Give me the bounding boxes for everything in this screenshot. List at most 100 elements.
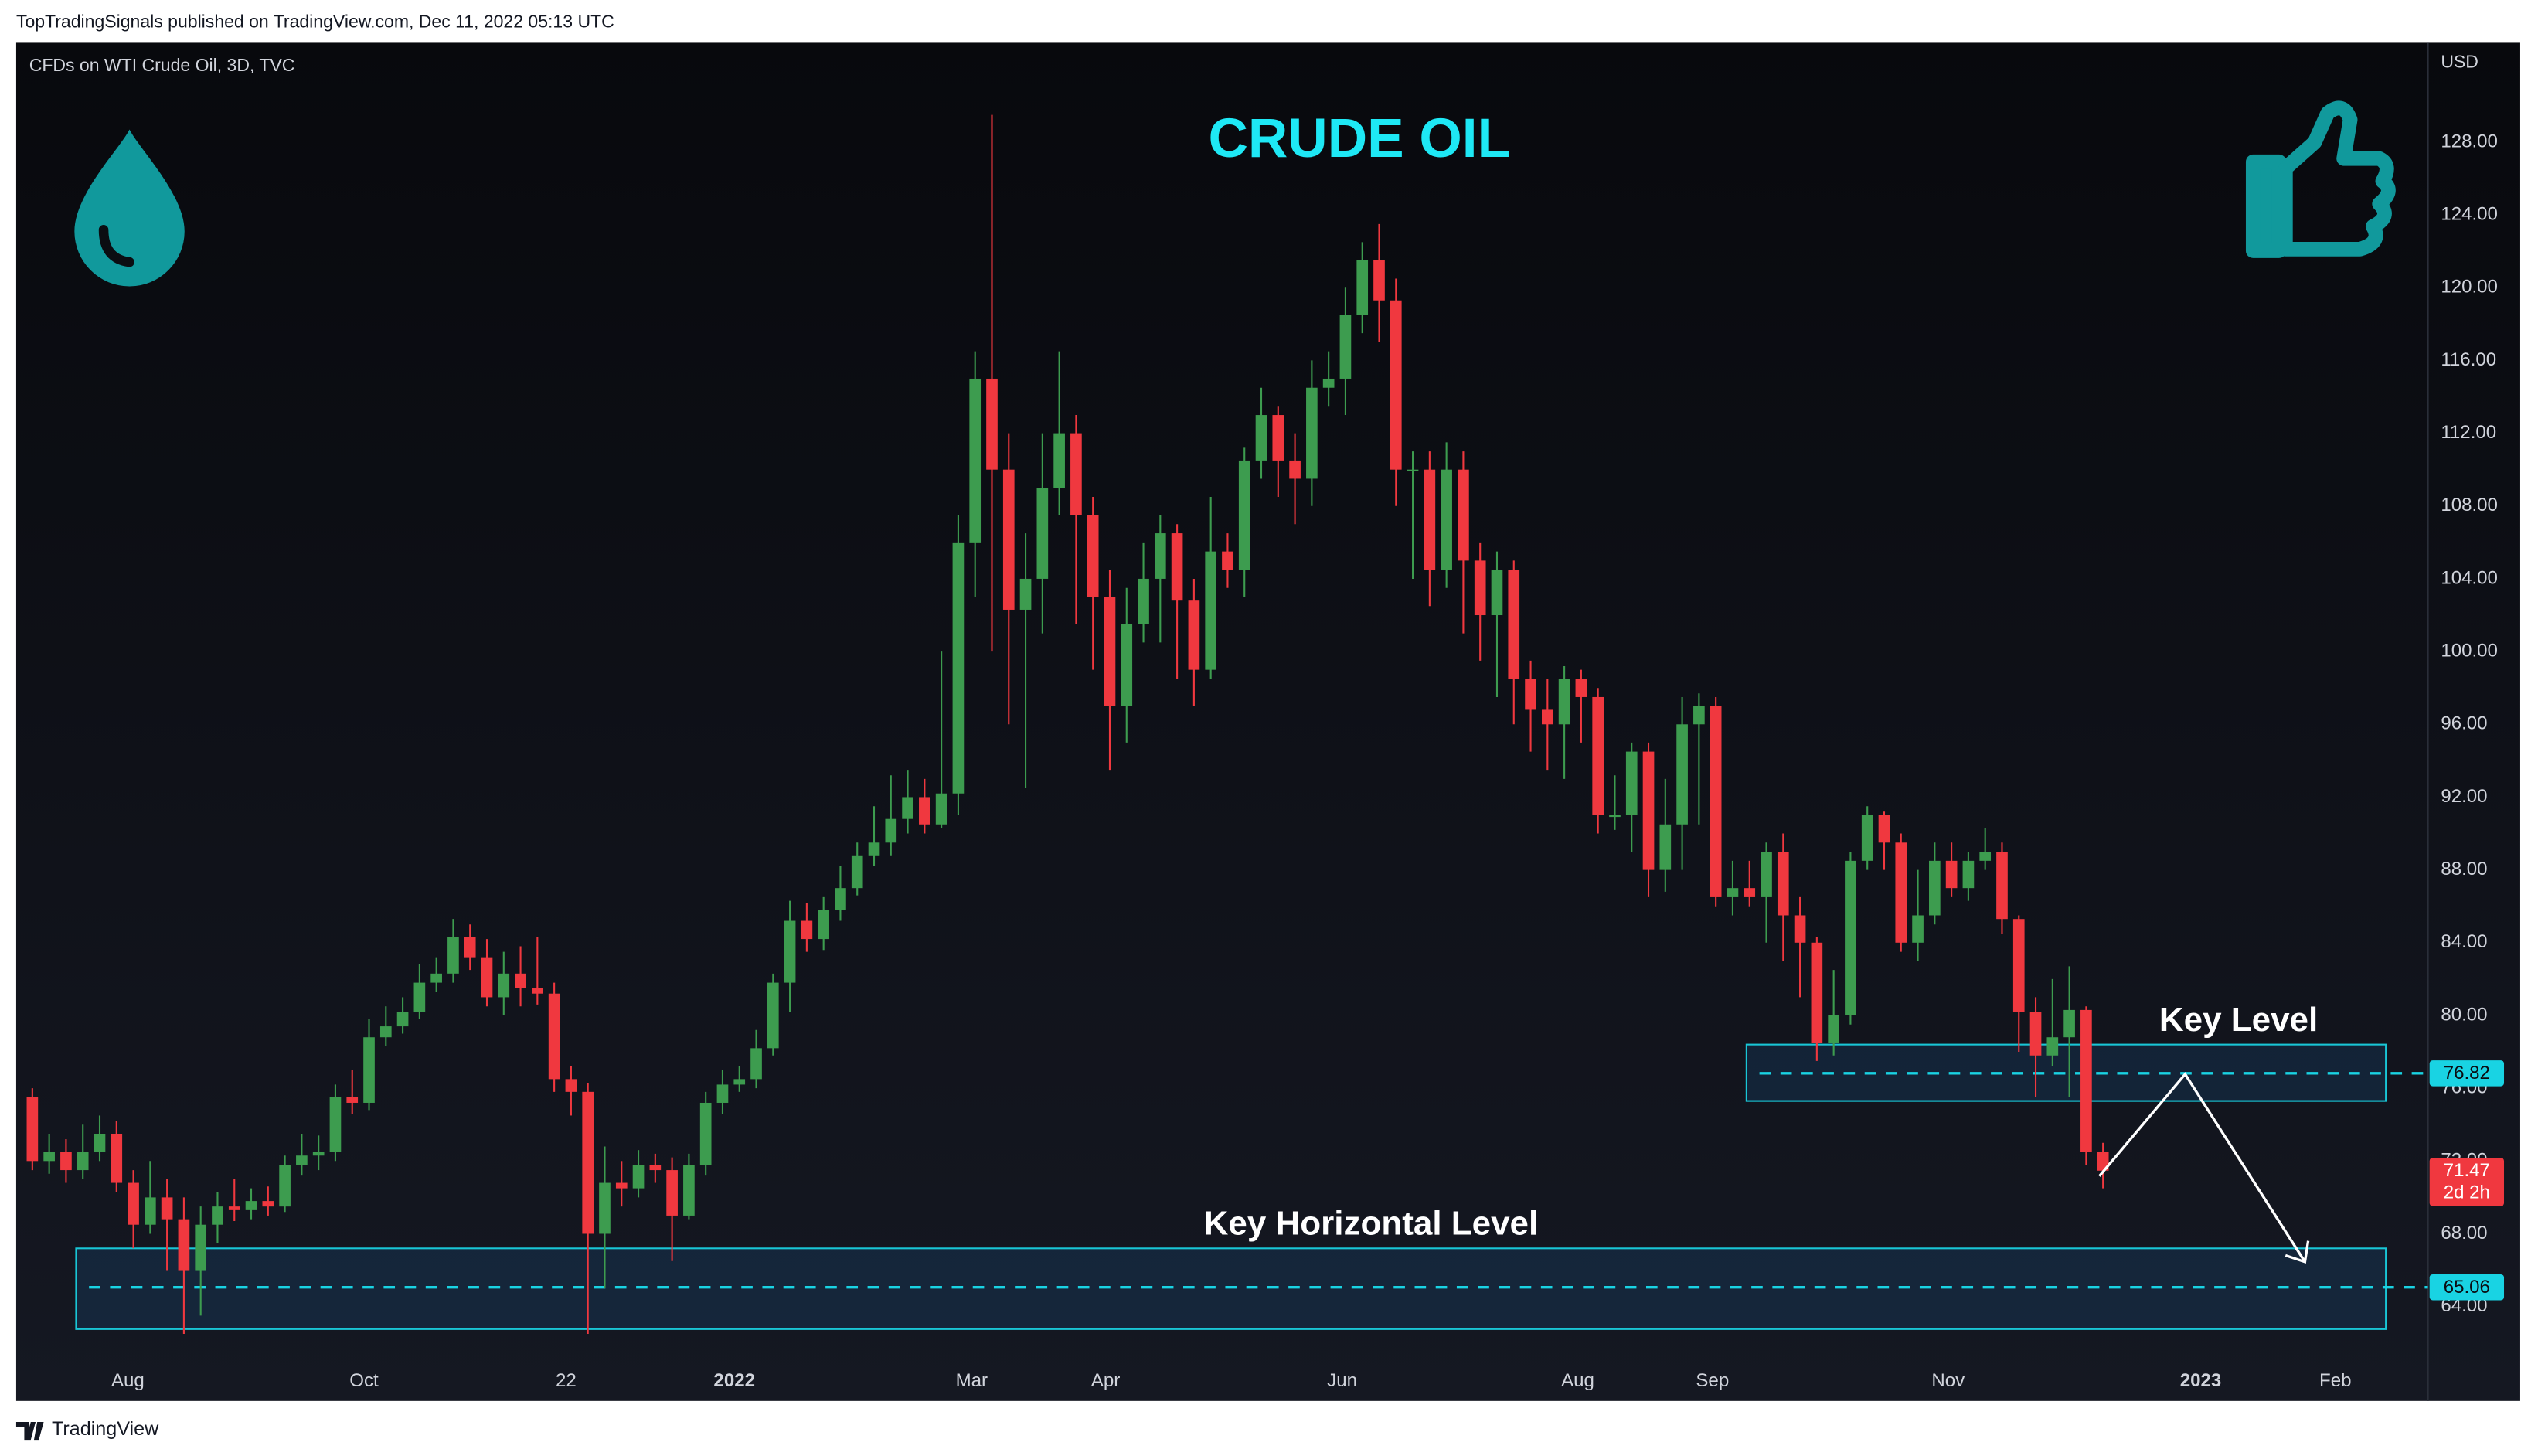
candle-body bbox=[1558, 679, 1570, 725]
candle-body bbox=[1272, 415, 1284, 461]
candle-body bbox=[632, 1165, 645, 1189]
candle-body bbox=[1592, 696, 1604, 815]
candle-body bbox=[1962, 860, 1975, 889]
thumbs-up-icon bbox=[2245, 100, 2396, 258]
candle-body bbox=[1828, 1015, 1839, 1043]
chart-panel bbox=[15, 42, 2520, 1401]
candle-body bbox=[26, 1097, 39, 1162]
candle-body bbox=[1777, 852, 1789, 916]
candle-body bbox=[1205, 551, 1216, 670]
candle-body bbox=[2080, 1009, 2092, 1152]
candle-body bbox=[1087, 515, 1099, 597]
y-tick-label: 104.00 bbox=[2441, 567, 2498, 588]
candle-body bbox=[2012, 919, 2025, 1012]
tradingview-logo bbox=[15, 1422, 44, 1441]
candle-body bbox=[767, 982, 779, 1049]
candle-body bbox=[919, 797, 930, 825]
x-tick-label: Aug bbox=[1561, 1370, 1594, 1391]
candle-body bbox=[1878, 815, 1890, 843]
candle-body bbox=[1727, 888, 1739, 897]
candle-body bbox=[582, 1091, 594, 1234]
candle-body bbox=[396, 1012, 409, 1027]
candle-body bbox=[329, 1097, 342, 1152]
candle-body bbox=[548, 993, 560, 1080]
candle-body bbox=[1979, 852, 1992, 861]
candle-body bbox=[1659, 824, 1672, 870]
candle-body bbox=[1322, 378, 1335, 388]
level-price-label: 76.82 bbox=[2444, 1063, 2490, 1083]
candle-body bbox=[1794, 915, 1806, 943]
candle-body bbox=[1845, 860, 1856, 1015]
last-price-label: 71.47 bbox=[2444, 1160, 2490, 1181]
candle-body bbox=[1255, 415, 1267, 461]
last-price-tag bbox=[2429, 1158, 2505, 1206]
y-tick-label: 120.00 bbox=[2441, 277, 2498, 298]
x-tick-label: Nov bbox=[1931, 1370, 1965, 1391]
level-annotation: Key Level bbox=[2159, 1001, 2318, 1039]
candle-body bbox=[1693, 706, 1705, 725]
candle-body bbox=[902, 797, 913, 819]
candle-body bbox=[413, 982, 426, 1012]
candle-body bbox=[750, 1048, 762, 1080]
candle-body bbox=[716, 1084, 729, 1103]
countdown-label: 2d 2h bbox=[2444, 1182, 2490, 1203]
candle-body bbox=[94, 1133, 106, 1152]
candle-body bbox=[986, 378, 998, 470]
candle-body bbox=[1458, 469, 1469, 561]
candle-body bbox=[1171, 533, 1183, 601]
candle-body bbox=[1508, 570, 1520, 679]
candle-body bbox=[1138, 578, 1149, 624]
x-tick-label: Apr bbox=[1091, 1370, 1120, 1391]
candle-body bbox=[1912, 915, 1924, 943]
candle-body bbox=[312, 1152, 325, 1156]
candle-body bbox=[1188, 600, 1200, 670]
candle-body bbox=[2029, 1012, 2042, 1056]
candle-body bbox=[2063, 1009, 2075, 1038]
candle-body bbox=[1104, 597, 1116, 706]
candle-body bbox=[1575, 679, 1587, 697]
level-zone bbox=[1745, 1043, 2387, 1102]
y-tick-label: 80.00 bbox=[2441, 1004, 2487, 1025]
x-tick-label: Aug bbox=[111, 1370, 145, 1391]
candle-body bbox=[1929, 860, 1941, 916]
candle-body bbox=[481, 957, 493, 998]
candle-body bbox=[801, 920, 813, 940]
candle-body bbox=[447, 937, 459, 974]
candle-body bbox=[1373, 260, 1385, 301]
candle-body bbox=[1019, 578, 1032, 610]
level-price-label: 65.06 bbox=[2444, 1277, 2490, 1298]
candle-body bbox=[1861, 815, 1873, 861]
x-tick-label: Sep bbox=[1696, 1370, 1729, 1391]
candle-body bbox=[649, 1165, 662, 1171]
symbol-label: CFDs on WTI Crude Oil, 3D, TVC bbox=[29, 55, 295, 75]
candle-body bbox=[1289, 460, 1301, 479]
candle-body bbox=[885, 818, 897, 843]
candle-body bbox=[279, 1165, 291, 1207]
candle-body bbox=[1154, 533, 1166, 579]
y-tick-label: 112.00 bbox=[2441, 422, 2496, 443]
candle-body bbox=[532, 988, 543, 994]
y-tick-label: 96.00 bbox=[2441, 713, 2487, 734]
candle-body bbox=[228, 1206, 240, 1210]
candle-body bbox=[699, 1102, 712, 1165]
candle-body bbox=[464, 937, 476, 958]
x-tick-label: 2023 bbox=[2180, 1370, 2222, 1391]
x-tick-label: Feb bbox=[2319, 1370, 2351, 1391]
candle-body bbox=[683, 1165, 695, 1216]
x-tick-label: 22 bbox=[556, 1370, 577, 1391]
candle-body bbox=[868, 842, 880, 856]
candle-body bbox=[346, 1097, 359, 1103]
candle-body bbox=[1761, 852, 1772, 897]
candle-body bbox=[1625, 751, 1638, 815]
candle-body bbox=[1811, 942, 1823, 1043]
candle-body bbox=[296, 1155, 308, 1165]
candle-body bbox=[1339, 315, 1352, 379]
candle-body bbox=[515, 973, 526, 988]
y-tick-label: 124.00 bbox=[2441, 203, 2498, 224]
candle-body bbox=[1474, 560, 1486, 616]
footer-brand: TradingView bbox=[52, 1418, 159, 1440]
x-tick-label: Oct bbox=[349, 1370, 379, 1391]
candle-body bbox=[935, 793, 947, 825]
candle-body bbox=[1002, 469, 1015, 610]
